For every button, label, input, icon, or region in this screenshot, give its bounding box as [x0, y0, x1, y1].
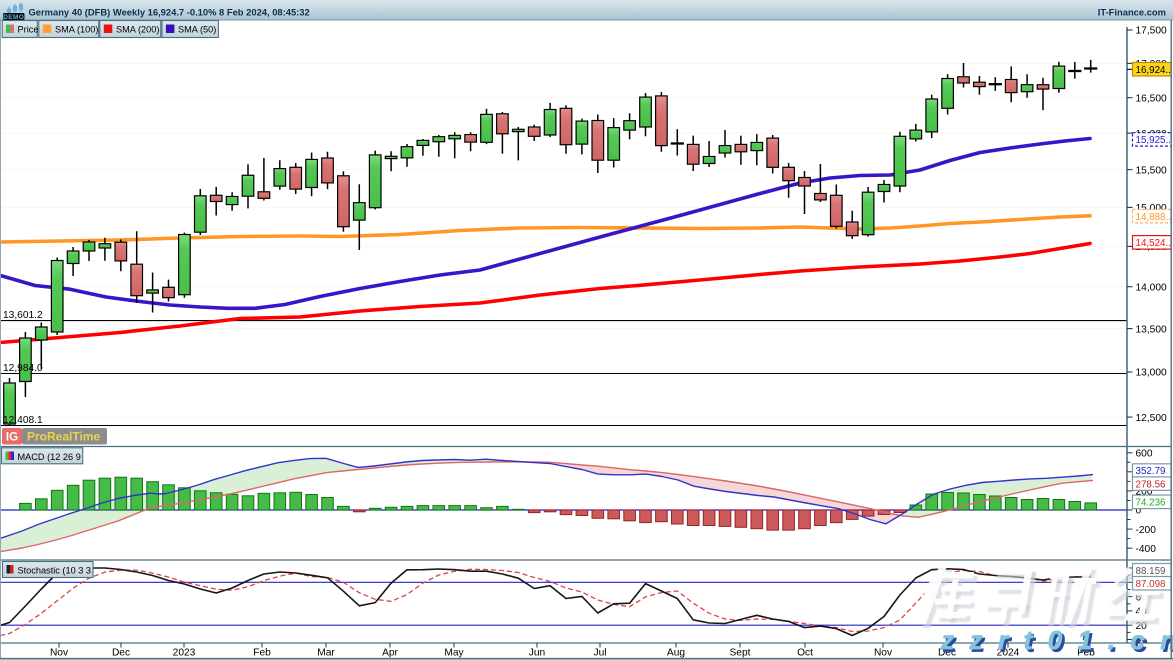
svg-text:Aug: Aug	[667, 648, 685, 659]
svg-text:12,984.0: 12,984.0	[3, 363, 43, 374]
svg-text:2023: 2023	[173, 648, 196, 659]
svg-text:IT-Finance.com: IT-Finance.com	[1098, 7, 1166, 18]
svg-text:88.159: 88.159	[1136, 566, 1166, 577]
svg-text:278.56: 278.56	[1136, 479, 1167, 490]
svg-text:Apr: Apr	[382, 648, 398, 659]
svg-text:Price: Price	[18, 25, 39, 35]
svg-text:0: 0	[1136, 506, 1142, 517]
svg-text:Sept: Sept	[730, 648, 751, 659]
svg-text:SMA (200): SMA (200)	[116, 25, 159, 35]
svg-text:Jul: Jul	[593, 648, 606, 659]
svg-text:Nov: Nov	[50, 648, 69, 659]
svg-text:600: 600	[1136, 449, 1153, 460]
svg-text:SMA (50): SMA (50)	[178, 25, 216, 35]
svg-text:DEMO: DEMO	[3, 14, 24, 21]
svg-text:Oct: Oct	[797, 648, 813, 659]
svg-text:-400: -400	[1136, 544, 1157, 555]
svg-text:74.236: 74.236	[1136, 498, 1167, 509]
svg-text:352.79: 352.79	[1136, 466, 1166, 477]
svg-text:MACD (12 26 9: MACD (12 26 9	[18, 452, 81, 462]
svg-text:200: 200	[1136, 487, 1153, 498]
svg-text:zzrt01.cn: zzrt01.cn	[940, 625, 1173, 655]
svg-text:Dec: Dec	[112, 648, 130, 659]
svg-text:Mar: Mar	[317, 648, 335, 659]
svg-text:ProRealTime: ProRealTime	[27, 430, 100, 444]
svg-text:Feb: Feb	[1077, 648, 1095, 659]
svg-text:14,000: 14,000	[1136, 282, 1167, 293]
svg-text:SMA (100): SMA (100)	[55, 25, 98, 35]
svg-text:Jun: Jun	[529, 648, 545, 659]
svg-text:-200: -200	[1136, 525, 1157, 536]
svg-text:17,500: 17,500	[1136, 26, 1167, 37]
svg-text:13,000: 13,000	[1136, 368, 1167, 379]
svg-text:zzrt01.cn: zzrt01.cn	[943, 628, 1173, 658]
svg-text:15,500: 15,500	[1136, 165, 1167, 176]
svg-text:Dec: Dec	[938, 648, 956, 659]
svg-text:12,500: 12,500	[1136, 413, 1167, 424]
svg-text:15,000: 15,000	[1136, 203, 1167, 214]
svg-text:13,601.2: 13,601.2	[3, 310, 43, 321]
svg-text:0: 0	[1136, 635, 1142, 646]
svg-text:May: May	[444, 648, 464, 659]
svg-text:2024: 2024	[997, 648, 1020, 659]
svg-text:13,500: 13,500	[1136, 324, 1167, 335]
svg-text:16,924..: 16,924..	[1136, 65, 1171, 76]
svg-text:Stochastic (10 3 3: Stochastic (10 3 3	[18, 565, 92, 575]
svg-text:16,500: 16,500	[1136, 93, 1167, 104]
svg-text:20: 20	[1136, 621, 1148, 632]
svg-text:12,408.1: 12,408.1	[3, 415, 43, 426]
svg-text:Germany 40 (DFB) Weekly 16,924: Germany 40 (DFB) Weekly 16,924.7 -0.10% …	[29, 7, 310, 18]
svg-text:Feb: Feb	[253, 648, 271, 659]
svg-text:Nov: Nov	[874, 648, 893, 659]
svg-text:15,925..: 15,925..	[1136, 135, 1171, 146]
svg-text:87.098: 87.098	[1136, 579, 1167, 590]
svg-text:14,888..: 14,888..	[1136, 212, 1171, 223]
svg-text:14,524..: 14,524..	[1136, 238, 1171, 249]
svg-text:IG: IG	[6, 432, 18, 444]
